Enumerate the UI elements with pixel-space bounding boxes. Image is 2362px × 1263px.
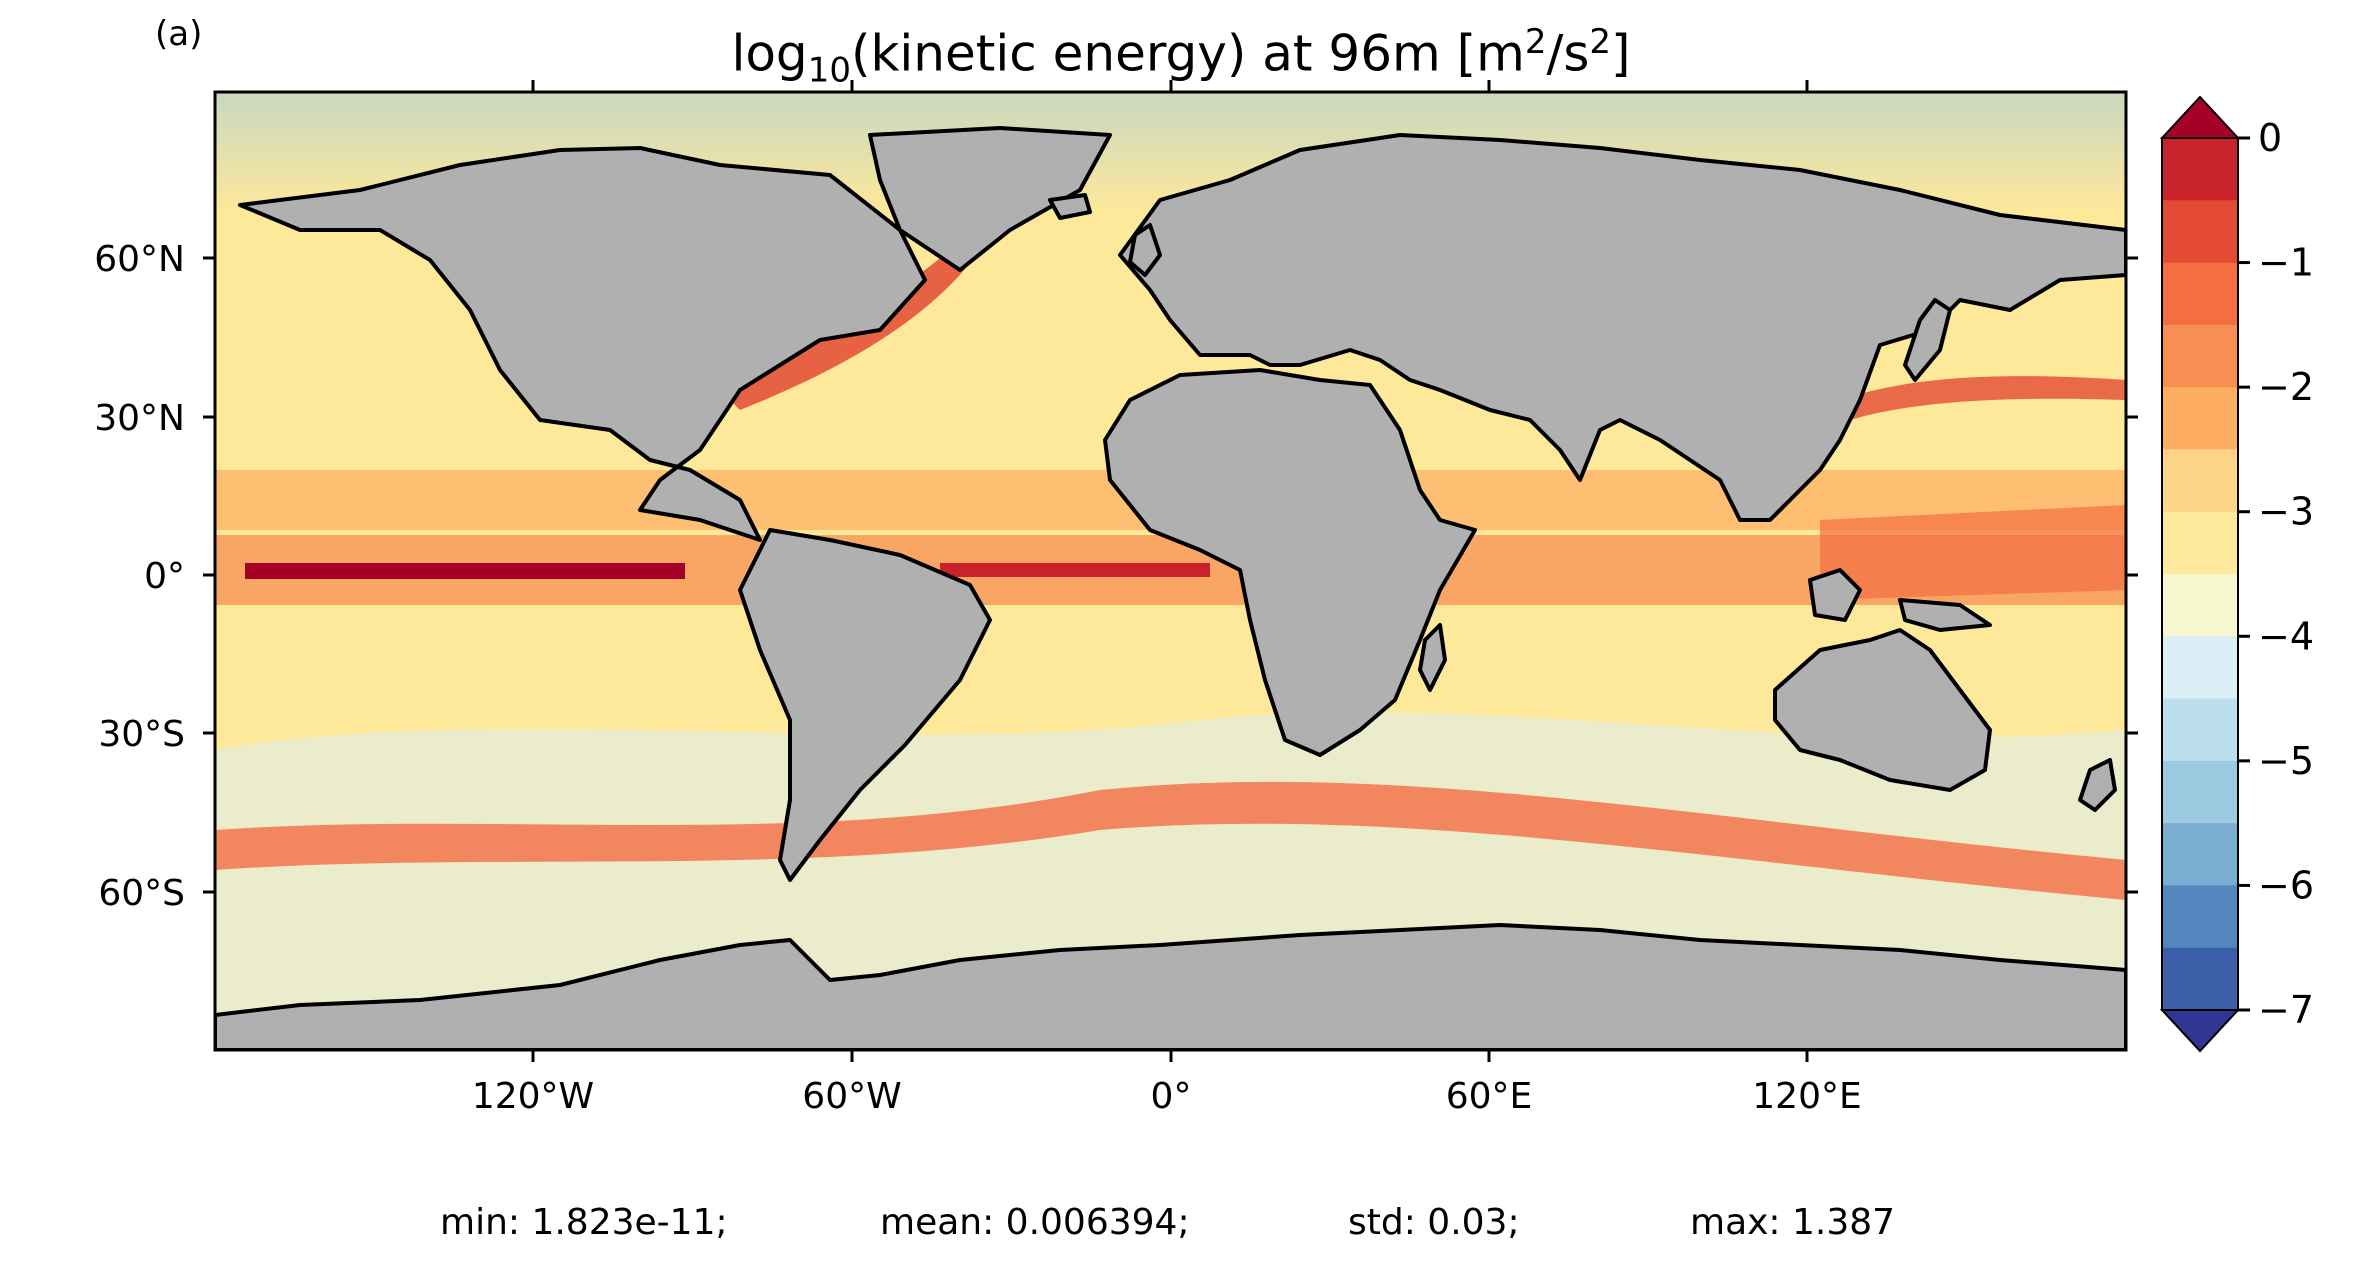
colorbar-band: [2162, 823, 2238, 886]
x-label-120w: 120°W: [472, 1076, 594, 1117]
colorbar-band: [2162, 200, 2238, 264]
equatorial-jet-pacific: [245, 563, 685, 579]
colorbar-tick-label: −3: [2258, 490, 2314, 534]
colorbar-frame: [2161, 137, 2239, 1011]
colorbar-band: [2162, 387, 2238, 450]
y-label-0: 0°: [144, 556, 185, 597]
colorbar-ticks: 0 −1 −2 −3 −4 −5 −6 −7: [2238, 116, 2314, 1032]
title-suffix: ]: [1611, 24, 1631, 83]
y-label-60n: 60°N: [94, 239, 185, 280]
stat-mean: mean: 0.006394;: [880, 1202, 1190, 1243]
colorbar-band: [2162, 324, 2238, 388]
new-guinea: [1898, 598, 1992, 632]
south-america: [738, 528, 992, 882]
australia: [1773, 628, 1992, 792]
x-label-60w: 60°W: [802, 1076, 901, 1117]
kuroshio: [1840, 376, 2126, 420]
title-unit-sup1: 2: [1524, 22, 1547, 62]
colorbar-band: [2162, 885, 2238, 949]
x-label-120e: 120°E: [1752, 1076, 1861, 1117]
colorbar-band: [2162, 636, 2238, 700]
iceland: [1048, 193, 1092, 220]
africa: [1103, 368, 1477, 757]
colorbar-band: [2162, 511, 2238, 575]
colorbar-band: [2162, 698, 2238, 762]
borneo: [1808, 568, 1862, 622]
madagascar: [1418, 623, 1447, 692]
colorbar-extend-max: [2159, 95, 2241, 139]
x-label-0: 0°: [1151, 1076, 1192, 1117]
title-unit-sup2: 2: [1589, 22, 1612, 62]
axis-ticks: [203, 80, 2138, 1062]
greenland: [868, 126, 1112, 272]
indo-pacific-warm-band: [1820, 505, 2126, 600]
axis-labels: 60°N 30°N 0° 30°S 60°S 120°W 60°W 0° 60°…: [94, 239, 1861, 1117]
colorbar-extend-min: [2159, 1009, 2241, 1053]
colorbar-tick-label: −5: [2258, 739, 2314, 783]
colorbar-band: [2162, 138, 2238, 201]
chart-title: log10(kinetic energy) at 96m [m2/s2]: [0, 22, 2362, 91]
colorbar-tick-label: −1: [2258, 241, 2314, 285]
panel-label: (a): [155, 14, 203, 54]
colorbar-bands: [2162, 138, 2238, 1011]
x-label-60e: 60°E: [1446, 1076, 1533, 1117]
colorbar-band: [2162, 760, 2238, 824]
colorbar-tick-label: −2: [2258, 365, 2314, 409]
title-middle: (kinetic energy) at 96m [m: [850, 24, 1525, 83]
title-prefix-sub: 10: [807, 50, 851, 91]
new-zealand: [2078, 758, 2117, 812]
colorbar-tick-label: −4: [2258, 614, 2314, 658]
colorbar-band: [2162, 449, 2238, 513]
colorbar-tick-label: −6: [2258, 863, 2314, 907]
y-label-30n: 30°N: [94, 398, 185, 439]
stat-std: std: 0.03;: [1348, 1202, 1520, 1243]
title-unit-mid: /s: [1546, 24, 1590, 83]
japan: [1903, 298, 1952, 382]
y-label-60s: 60°S: [98, 873, 185, 914]
equatorial-jet-atlantic: [940, 563, 1210, 577]
stat-max: max: 1.387: [1690, 1202, 1896, 1243]
map-area: [213, 90, 2128, 1052]
colorbar-tick-label: 0: [2258, 116, 2282, 160]
antarctica: [215, 923, 2126, 1050]
colorbar-band: [2162, 947, 2238, 1011]
colorbar-band: [2162, 574, 2238, 637]
colorbar-tick-label: −7: [2258, 988, 2314, 1032]
colorbar: 0 −1 −2 −3 −4 −5 −6 −7: [2159, 95, 2314, 1053]
eurasia: [1118, 133, 2126, 522]
circumpolar-current: [215, 781, 2126, 900]
north-america: [238, 146, 927, 542]
stat-min: min: 1.823e-11;: [440, 1202, 728, 1243]
land-layer: [215, 126, 2126, 1050]
british-isles: [1128, 223, 1162, 277]
y-label-30s: 30°S: [98, 714, 185, 755]
colorbar-band: [2162, 262, 2238, 326]
title-prefix: log: [731, 24, 808, 83]
